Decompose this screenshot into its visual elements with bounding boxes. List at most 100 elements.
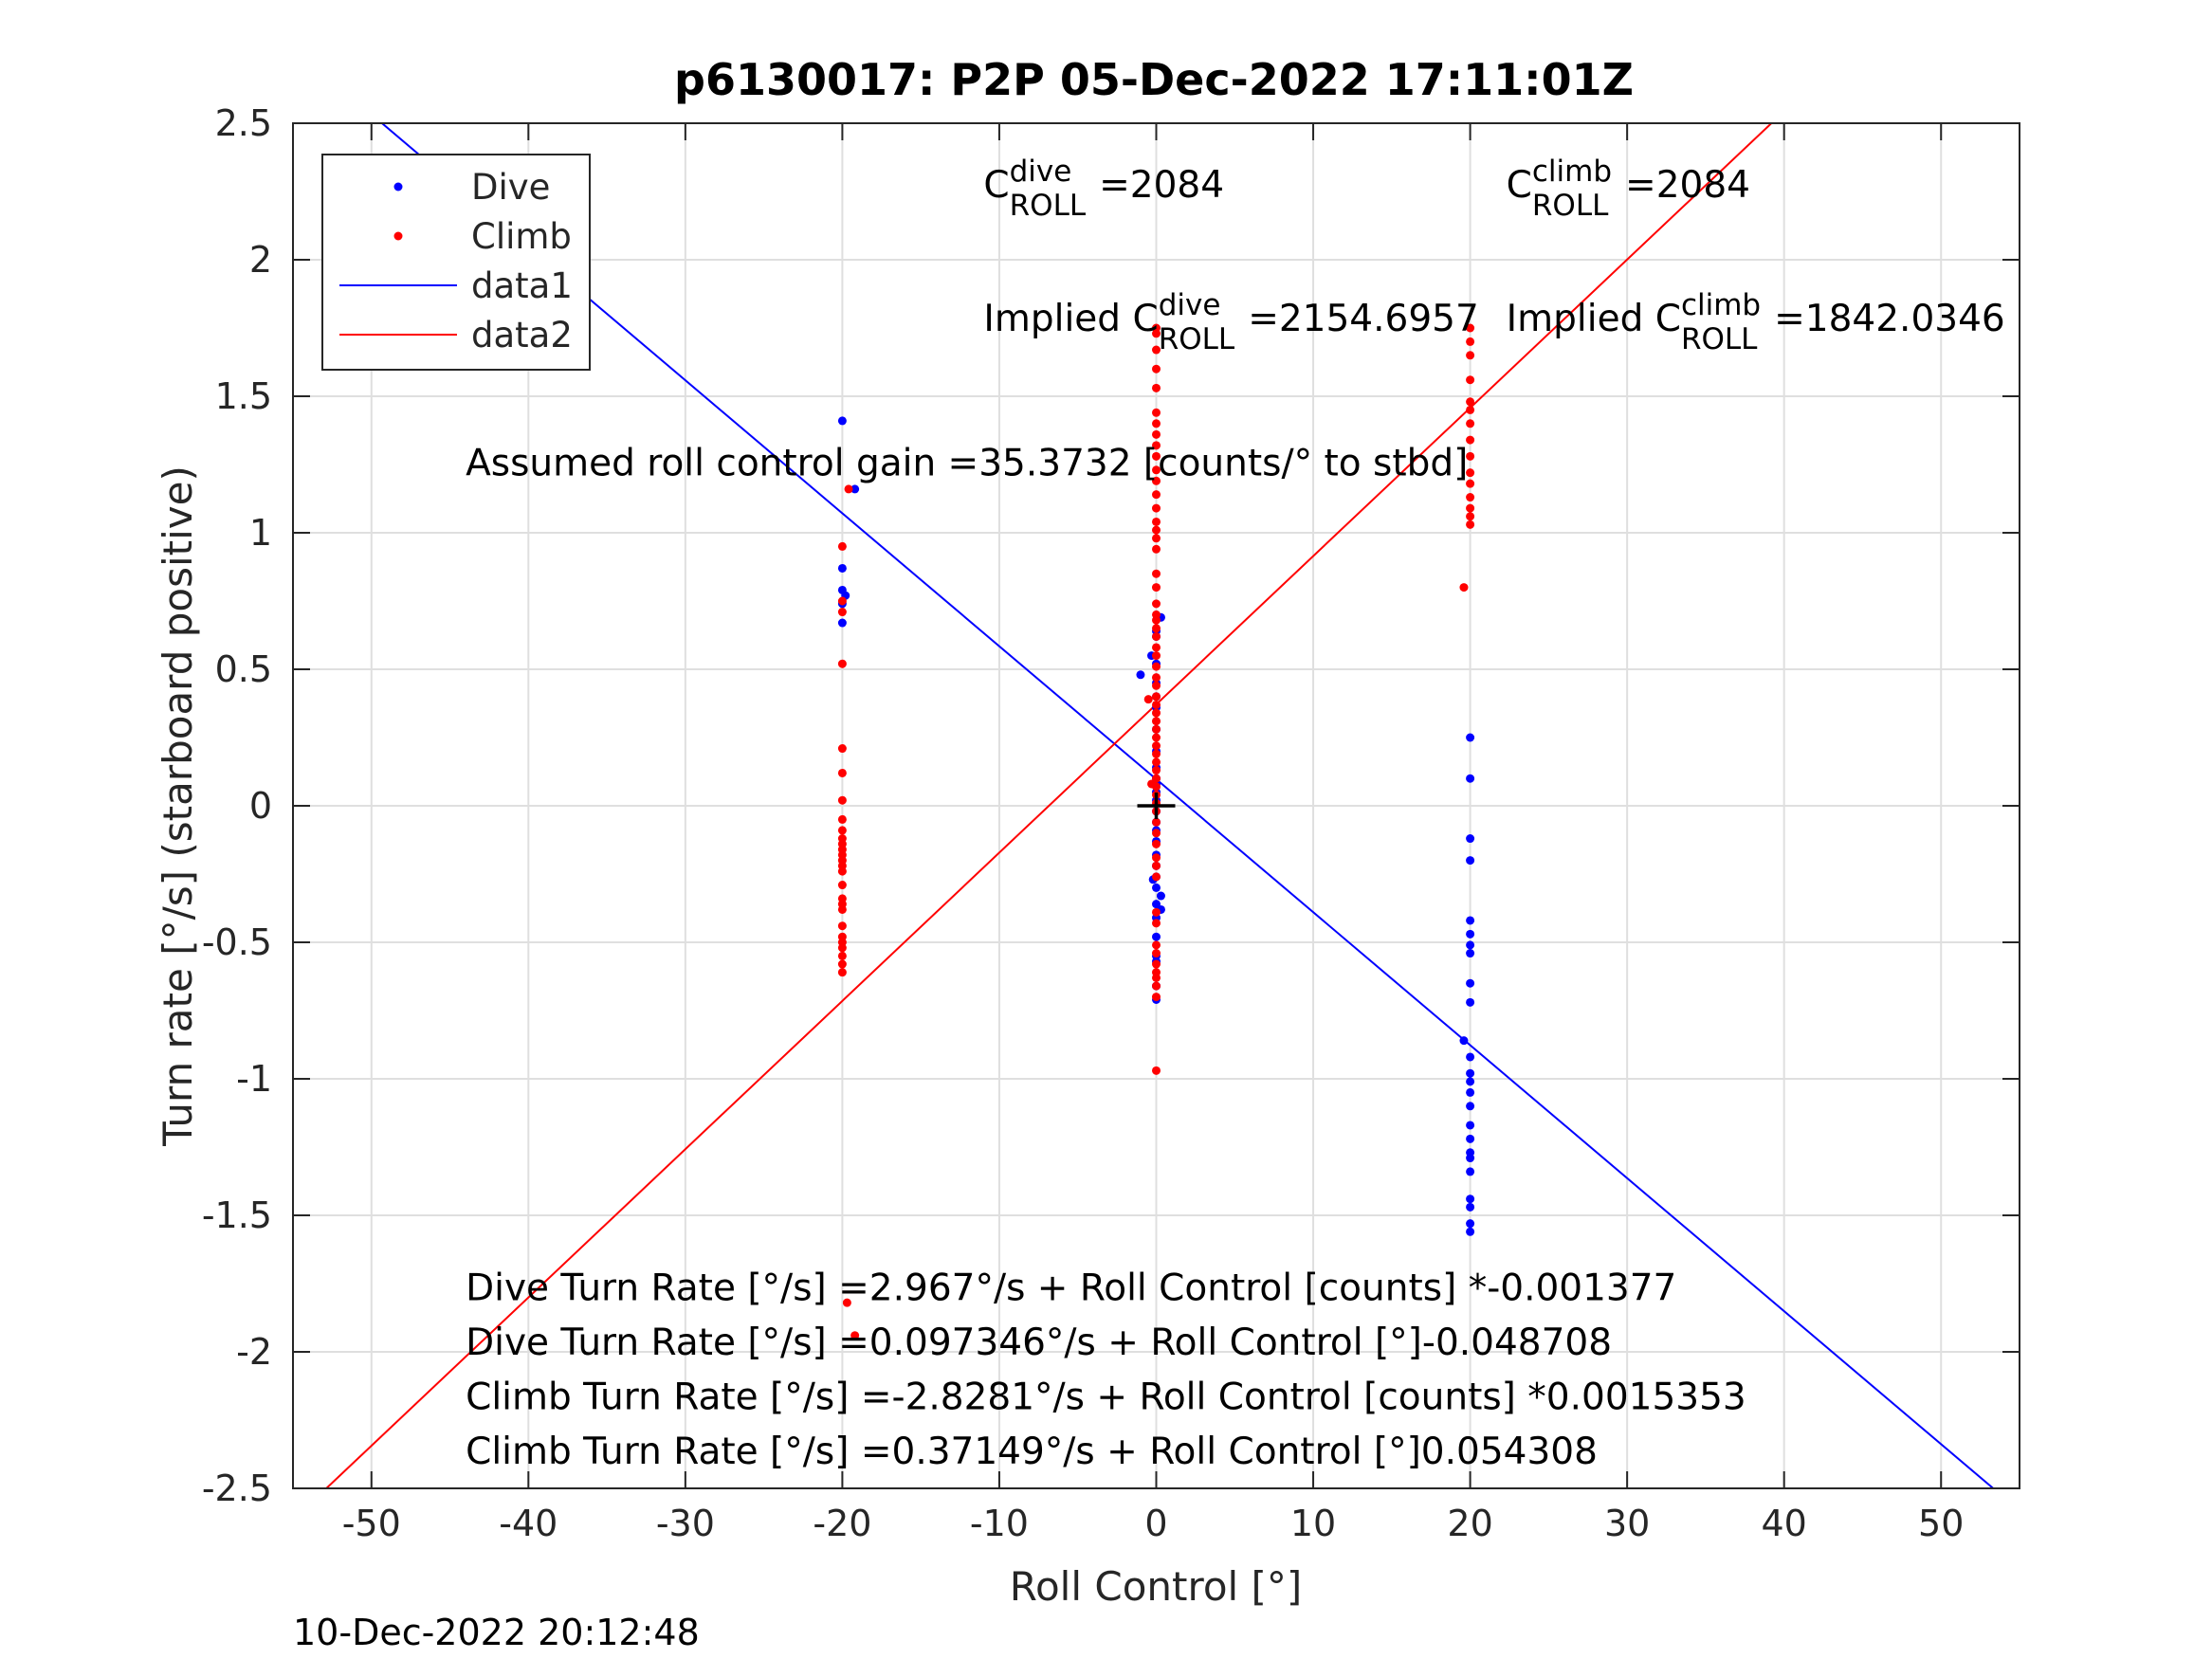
dive-point	[1466, 1154, 1475, 1163]
annotation-value: =2084	[1099, 164, 1224, 207]
y-tick-label: 2	[249, 239, 272, 281]
climb-point	[1466, 451, 1475, 461]
annotation-value: =2154.6957	[1248, 298, 1479, 340]
climb-point	[1152, 817, 1161, 827]
dive-point	[1459, 1036, 1469, 1046]
climb-point	[1466, 520, 1475, 529]
dive-point	[1466, 1194, 1475, 1204]
climb-point	[1152, 329, 1161, 338]
y-tick-label: 2.5	[215, 102, 272, 144]
climb-point	[1152, 766, 1161, 775]
climb-point	[837, 659, 847, 668]
dive-point	[850, 484, 860, 494]
y-tick-label: -1.5	[202, 1194, 272, 1236]
dive-point	[1466, 1134, 1475, 1143]
climb-point	[1152, 383, 1161, 392]
climb-point	[1152, 872, 1161, 882]
climb-point	[1152, 599, 1161, 609]
climb-point	[1152, 544, 1161, 554]
x-tick-label: 20	[1447, 1503, 1492, 1544]
annotation-implied_climb: Implied Cclimb ROLL =1842.0346	[1507, 288, 2005, 356]
climb-point	[1152, 981, 1161, 991]
climb-point	[1152, 733, 1161, 742]
climb-point	[1152, 749, 1161, 758]
climb-point	[1152, 959, 1161, 969]
climb-point	[1152, 624, 1161, 633]
dive-point	[1466, 1167, 1475, 1176]
origin-marker	[1137, 793, 1176, 819]
annotation-value: =2084	[1625, 164, 1750, 207]
x-tick-label: -20	[813, 1503, 871, 1544]
climb-point	[1152, 1066, 1161, 1075]
x-tick-label: -30	[656, 1503, 715, 1544]
climb-point	[1152, 741, 1161, 751]
climb-point	[1152, 465, 1161, 475]
annotation-implied_dive: Implied Cdive ROLL =2154.6957	[983, 288, 1478, 356]
climb-point	[1466, 405, 1475, 414]
dive-point	[1466, 856, 1475, 866]
y-tick-label: -0.5	[202, 921, 272, 963]
dive-point	[1466, 1077, 1475, 1086]
annotation-eq4: Climb Turn Rate [°/s] =0.37149°/s + Roll…	[466, 1431, 1598, 1473]
climb-point	[1466, 503, 1475, 513]
climb-point	[837, 968, 847, 977]
x-tick-label: 40	[1762, 1503, 1807, 1544]
climb-point	[1152, 534, 1161, 543]
data-points	[837, 323, 1475, 1340]
legend-label: Dive	[471, 167, 550, 208]
climb-point	[1152, 973, 1161, 982]
y-tick-label: -1	[236, 1058, 272, 1100]
annotation-climb_croll: Cclimb ROLL =2084	[1507, 155, 1750, 223]
climb-point	[1152, 476, 1161, 485]
annotation-base: C	[983, 164, 1009, 207]
climb-point	[1152, 429, 1161, 439]
climb-point	[850, 1331, 860, 1340]
climb-point	[1152, 692, 1161, 702]
climb-point	[1152, 583, 1161, 592]
dive-point	[1466, 1227, 1475, 1236]
climb-point	[1152, 919, 1161, 928]
ticks: -50 -40 -30 -20 -10 0 10 20 30 40 50-2.5-2-1.5-1-0…	[202, 102, 2020, 1544]
climb-point	[1152, 517, 1161, 526]
y-tick-label: 0	[249, 785, 272, 827]
climb-point	[837, 608, 847, 617]
dive-point	[1466, 1087, 1475, 1097]
legend-marker	[393, 231, 403, 241]
y-axis-label: Turn rate [°/s] (starboard positive)	[155, 465, 201, 1147]
annotation-eq1: Dive Turn Rate [°/s] =2.967°/s + Roll Co…	[466, 1267, 1676, 1309]
climb-point	[1466, 337, 1475, 346]
climb-point	[1152, 717, 1161, 726]
annotation-base: C	[1507, 164, 1532, 207]
climb-point	[1152, 708, 1161, 718]
climb-point	[1152, 829, 1161, 838]
climb-point	[1152, 419, 1161, 428]
dive-point	[1466, 1219, 1475, 1229]
dive-point	[1466, 1068, 1475, 1078]
x-tick-label: 50	[1918, 1503, 1964, 1544]
climb-point	[837, 826, 847, 835]
annotation-value: =1842.0346	[1774, 298, 2005, 340]
annotation-sup: climb	[1532, 155, 1612, 189]
dive-point	[1466, 834, 1475, 844]
annotation-eq3: Climb Turn Rate [°/s] =-2.8281°/s + Roll…	[466, 1376, 1746, 1418]
climb-point	[1459, 583, 1469, 592]
climb-point	[837, 814, 847, 824]
annotation-dive_croll: Cdive ROLL =2084	[983, 155, 1224, 223]
x-tick-label: 10	[1290, 1503, 1336, 1544]
annotation-eq2: Dive Turn Rate [°/s] =0.097346°/s + Roll…	[466, 1322, 1612, 1364]
dive-point	[1466, 949, 1475, 958]
annotation-sub: ROLL	[1159, 322, 1235, 356]
climb-point	[1152, 839, 1161, 848]
timestamp: 10-Dec-2022 20:12:48	[293, 1612, 700, 1653]
legend-label: data1	[471, 265, 573, 306]
dive-point	[1466, 1202, 1475, 1212]
climb-point	[837, 959, 847, 969]
climb-point	[1466, 512, 1475, 521]
climb-point	[1466, 323, 1475, 333]
dive-point	[837, 618, 847, 628]
legend-marker	[393, 182, 403, 191]
annotation-sub: ROLL	[1681, 322, 1758, 356]
climb-point	[1152, 408, 1161, 417]
y-tick-label: 1.5	[215, 375, 272, 417]
climb-point	[1152, 525, 1161, 535]
